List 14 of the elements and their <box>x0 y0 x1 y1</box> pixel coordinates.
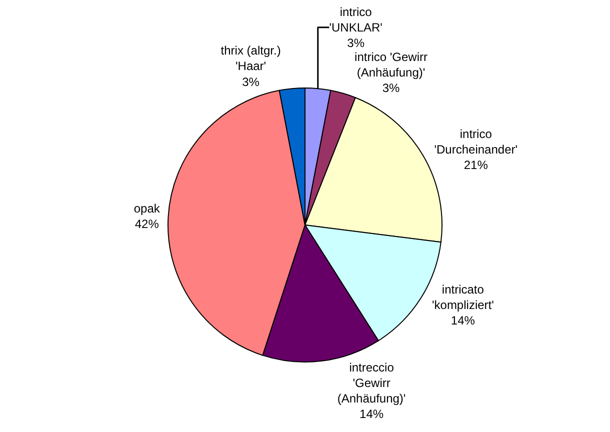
slice-label: opak <box>134 202 161 216</box>
data-label: 21% <box>464 158 488 172</box>
slice-label: thrix (altgr.) 'Haar' <box>220 44 281 74</box>
slice-label: intricato 'kompliziert' <box>432 282 494 312</box>
data-label: 3% <box>242 74 260 89</box>
data-label: 3% <box>347 36 365 50</box>
slice-label: intrico 'Gewirr (Anhäufung)' <box>354 50 428 80</box>
data-label: 42% <box>134 217 160 232</box>
slice-label: intrico 'Durcheinander' <box>434 126 518 156</box>
data-label: 14% <box>360 407 384 422</box>
data-label: 14% <box>450 313 476 328</box>
slice-label: intreccio 'Gewirr (Anhäufung)' <box>337 360 406 406</box>
slice-label: intrico 'UNKLAR' <box>329 4 382 34</box>
data-label: 3% <box>382 81 400 96</box>
